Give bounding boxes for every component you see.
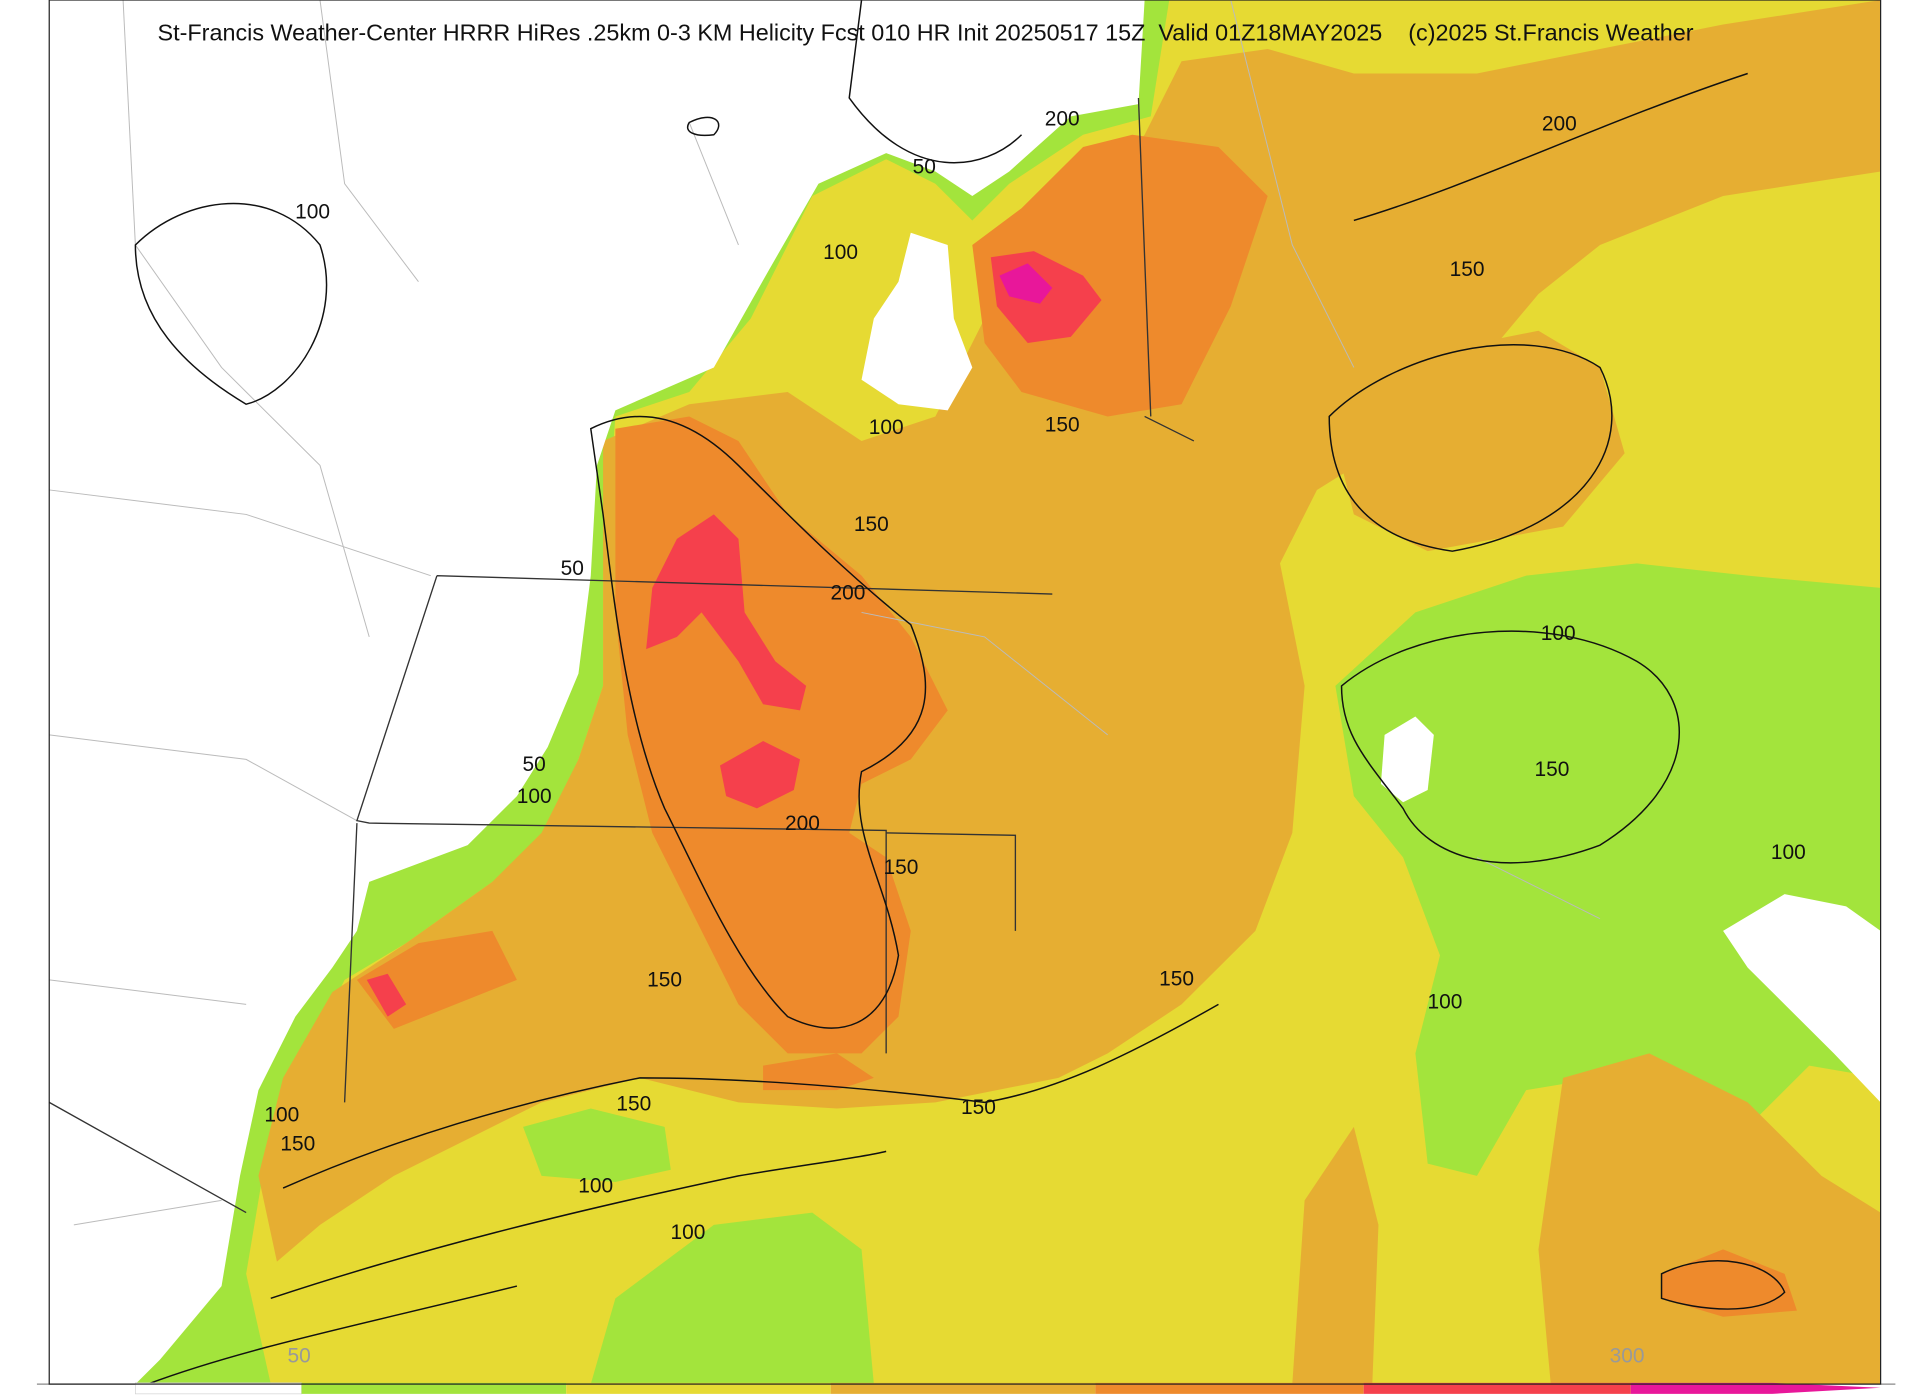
contour-label: 150 — [883, 856, 918, 879]
colorbar-segment — [830, 1382, 1096, 1394]
gold-area — [1329, 330, 1625, 552]
contour-label: 100 — [671, 1221, 706, 1244]
contour-label: 100 — [1541, 622, 1576, 645]
contour-label: 150 — [280, 1133, 315, 1156]
contour-label: 200 — [1045, 108, 1080, 131]
contour-line — [1660, 1260, 1786, 1310]
colorbar-segment — [1363, 1382, 1631, 1394]
green-area — [590, 1212, 874, 1385]
colorbar-label: 50 — [287, 1345, 310, 1368]
contour-label: 150 — [1450, 258, 1485, 281]
contour-label: 150 — [961, 1096, 996, 1119]
borders — [48, 0, 1786, 1385]
red-area — [366, 973, 407, 1017]
gold-area — [1538, 1053, 1881, 1385]
red-area — [720, 741, 800, 809]
contour-label: 150 — [616, 1092, 651, 1115]
contour-label: 50 — [913, 155, 936, 178]
map-title: St-Francis Weather-Center HRRR HiRes .25… — [158, 19, 1694, 45]
low-value-area — [1380, 716, 1434, 803]
contour-label: 150 — [1535, 758, 1570, 781]
contour-label: 150 — [1045, 414, 1080, 437]
contour-label: 150 — [1159, 967, 1194, 990]
colorbar-segment — [1630, 1382, 1881, 1394]
contour-line — [589, 415, 927, 1029]
contour-label: 50 — [561, 557, 584, 580]
map-frame — [48, 0, 1882, 1385]
gold-area — [258, 0, 1881, 1262]
contour-label: 200 — [785, 812, 820, 835]
contour-label: 200 — [831, 582, 866, 605]
green-area — [523, 1108, 671, 1182]
magenta-area — [999, 263, 1053, 304]
orange-area — [972, 134, 1268, 417]
land-area — [49, 0, 1145, 1385]
contour-label: 100 — [823, 241, 858, 264]
red-area — [646, 514, 807, 711]
orange-area — [763, 1053, 874, 1091]
gold-area — [1292, 1126, 1379, 1385]
helicity-field — [49, 0, 1881, 1385]
contour-label: 100 — [517, 785, 552, 808]
contour-label: 100 — [1427, 991, 1462, 1014]
contour-label: 100 — [264, 1103, 299, 1126]
lake-area — [861, 232, 973, 411]
state-border — [48, 97, 1195, 1214]
contour-label: 50 — [523, 753, 546, 776]
contour-line — [134, 116, 720, 405]
orange-area — [1661, 1249, 1797, 1317]
county-border — [49, 0, 1601, 1226]
colorbar-segment — [301, 1382, 567, 1394]
contour-label: 200 — [1542, 112, 1577, 135]
contour-line — [1328, 344, 1613, 552]
contour-label: 150 — [647, 969, 682, 992]
colorbar-segment — [1095, 1382, 1364, 1394]
contour-label: 100 — [1771, 841, 1806, 864]
contour-label: 100 — [869, 416, 904, 439]
green-area — [1335, 563, 1881, 1176]
colorbar-segment — [566, 1382, 831, 1394]
contour-labels: 200 50 100 100 200 150 100 150 150 50 200 100 50 150 1… — [264, 108, 1805, 1244]
low-value-area — [1723, 894, 1881, 1103]
contour-line — [1340, 630, 1680, 864]
contour-label: 150 — [854, 513, 889, 536]
colorbar-label: 300 — [1610, 1345, 1645, 1368]
contour-line — [147, 0, 1748, 1385]
contour-label: 100 — [578, 1174, 613, 1197]
contour-label: 100 — [295, 201, 330, 224]
